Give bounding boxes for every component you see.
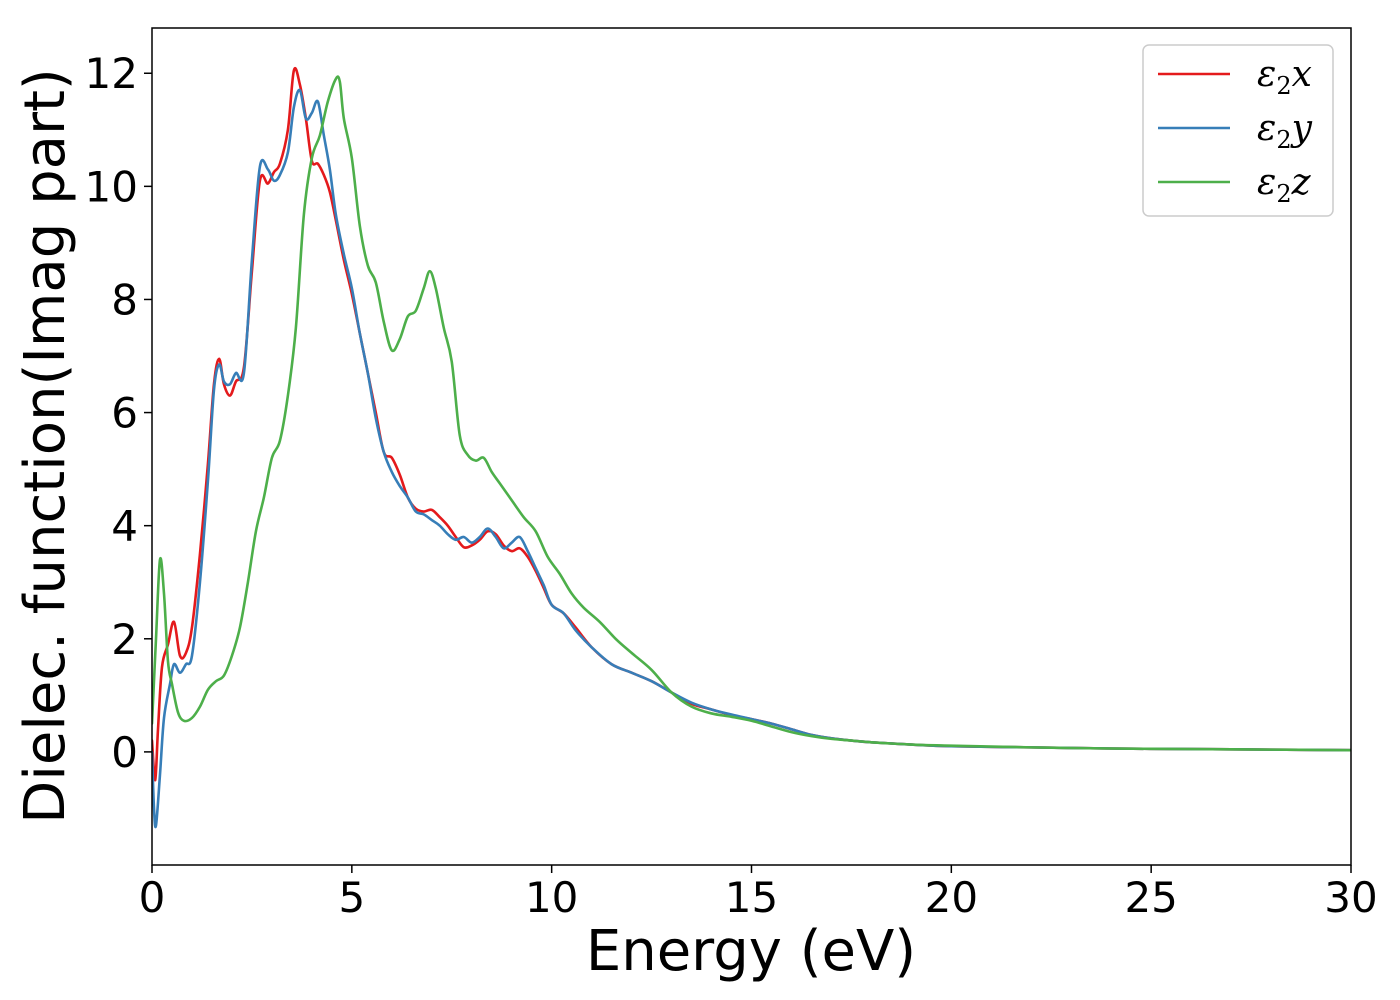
series-layer	[152, 67, 1351, 829]
y-tick-label: 10	[85, 162, 138, 211]
y-tick-label: 8	[111, 275, 138, 324]
legend-label-x: ε2x	[1257, 54, 1312, 100]
y-tick-label: 6	[111, 389, 138, 438]
y-tick-label: 12	[85, 49, 138, 98]
series-line-y	[152, 88, 1351, 829]
legend-label-y: ε2y	[1257, 108, 1313, 154]
y-axis-label: Dielec. function(Imag part)	[13, 68, 78, 824]
x-tick-label: 10	[525, 873, 578, 922]
x-tick-label: 15	[725, 873, 778, 922]
x-tick-label: 25	[1124, 873, 1177, 922]
legend-frame	[1142, 44, 1334, 217]
series-line-z	[152, 75, 1351, 752]
y-axis-ticks: 0 2 4 6 8 10 12	[85, 49, 152, 777]
y-tick-label: 0	[111, 728, 138, 777]
y-tick-label: 2	[111, 615, 138, 664]
x-axis-ticks: 0 5 10 15 20 25 30	[139, 865, 1378, 922]
x-tick-label: 20	[925, 873, 978, 922]
x-tick-label: 0	[139, 873, 166, 922]
x-tick-label: 30	[1324, 873, 1377, 922]
legend: ε2x ε2y ε2z	[1142, 44, 1334, 217]
y-tick-label: 4	[111, 502, 138, 551]
x-axis-label: Energy (eV)	[586, 919, 916, 984]
legend-label-z: ε2z	[1257, 162, 1312, 208]
x-tick-label: 5	[338, 873, 365, 922]
